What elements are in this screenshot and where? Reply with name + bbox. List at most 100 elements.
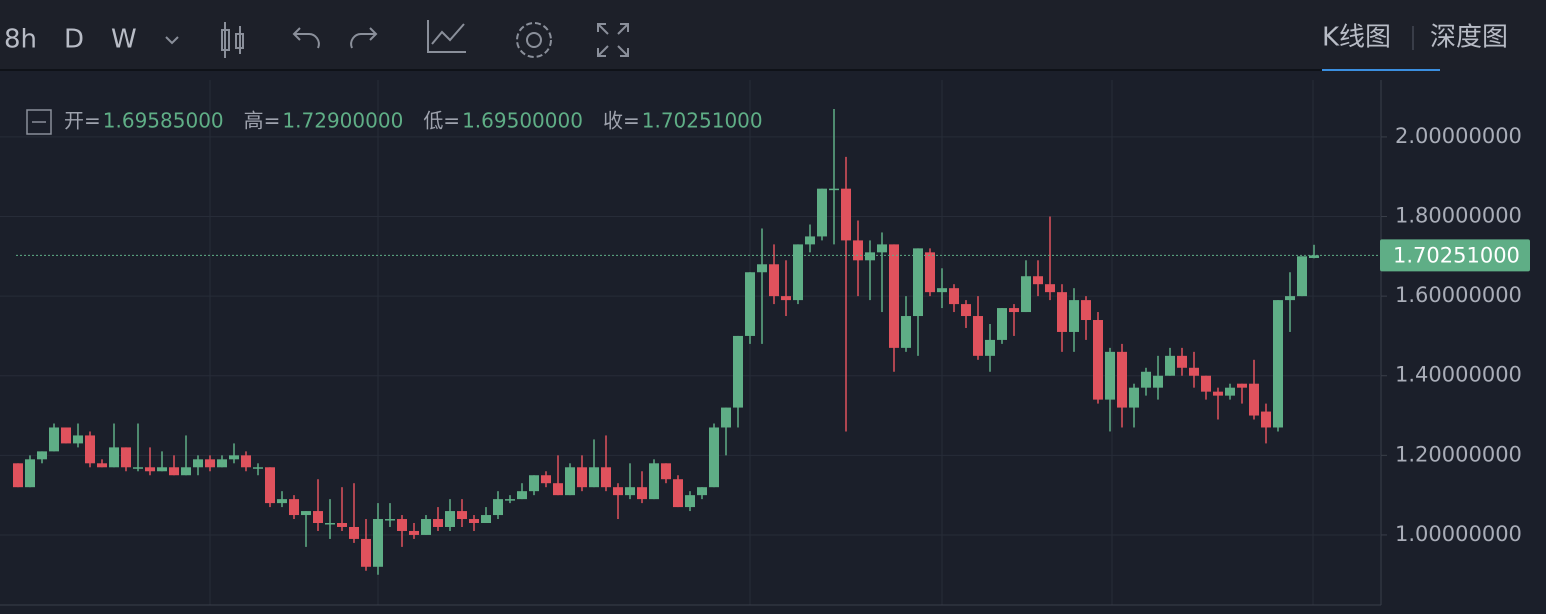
y-tick-label: 1.80000000 xyxy=(1395,204,1522,228)
candle-body xyxy=(1165,355,1175,376)
legend-collapse[interactable] xyxy=(26,109,52,135)
candle-body xyxy=(1201,375,1211,392)
ohlc-name: 高= xyxy=(244,109,281,133)
candle-body xyxy=(589,467,599,488)
view-tab[interactable]: K线图 xyxy=(1322,23,1391,53)
candle-body xyxy=(553,483,563,496)
interval-button[interactable]: W xyxy=(111,25,137,55)
ohlc-value: 1.70251000 xyxy=(642,109,763,133)
candle-body xyxy=(373,519,383,567)
candle-body xyxy=(385,519,395,521)
ohlc-name: 开= xyxy=(64,109,101,133)
candle-body xyxy=(1225,387,1235,396)
candle-body xyxy=(265,467,275,504)
candle-type-icon[interactable] xyxy=(221,22,244,58)
ohlc-value: 1.72900000 xyxy=(282,109,403,133)
ohlc-value: 1.69500000 xyxy=(462,109,583,133)
candle-body xyxy=(769,264,779,297)
view-tab[interactable]: 深度图 xyxy=(1430,23,1508,53)
candle-body xyxy=(745,272,755,336)
interval-button[interactable]: 8h xyxy=(4,25,37,55)
candle-body xyxy=(925,252,935,293)
candle-body xyxy=(97,463,107,468)
candle-body xyxy=(541,475,551,484)
undo-icon[interactable] xyxy=(292,27,320,49)
candle-body xyxy=(709,427,719,488)
candle-body xyxy=(133,467,143,469)
candle-body xyxy=(433,519,443,527)
candle-body xyxy=(337,523,347,527)
candle-body xyxy=(913,248,923,317)
candle-body xyxy=(229,455,239,460)
fullscreen-icon[interactable] xyxy=(597,23,629,57)
candle-body xyxy=(973,316,983,356)
y-tick-label: 1.60000000 xyxy=(1395,283,1522,307)
candle-body xyxy=(889,244,899,348)
interval-button[interactable]: D xyxy=(64,25,84,55)
candle-body xyxy=(1129,387,1139,408)
candle-body xyxy=(757,264,767,273)
redo-icon[interactable] xyxy=(350,27,378,49)
candle-body xyxy=(361,538,371,567)
candle-body xyxy=(1261,411,1271,428)
y-tick-label: 1.00000000 xyxy=(1395,522,1522,546)
candle-body xyxy=(505,499,515,501)
candle-body xyxy=(49,427,59,452)
candle-body xyxy=(1177,355,1187,368)
candle-body xyxy=(661,463,671,480)
toolbar xyxy=(0,0,1546,70)
candle-body xyxy=(877,244,887,253)
candle-body xyxy=(997,308,1007,340)
y-tick-label: 1.40000000 xyxy=(1395,363,1522,387)
candle-body xyxy=(1057,292,1067,332)
candle-body xyxy=(637,487,647,500)
candle-body xyxy=(1273,300,1283,428)
candle-body xyxy=(217,459,227,468)
candle-body xyxy=(277,499,287,504)
dropdown-icon[interactable] xyxy=(165,36,179,45)
candle-body xyxy=(829,188,839,191)
candle-body xyxy=(1045,284,1055,293)
candle-body xyxy=(409,530,419,535)
candle-body xyxy=(85,435,95,464)
candle-body xyxy=(805,236,815,245)
candle-body xyxy=(1297,256,1307,297)
candle-body xyxy=(109,447,119,468)
candle-body xyxy=(1213,391,1223,396)
candle-body xyxy=(961,304,971,317)
candle-body xyxy=(301,511,311,516)
candle-body xyxy=(241,455,251,468)
candle-body xyxy=(13,463,23,488)
candle-body xyxy=(145,467,155,472)
candle-body xyxy=(1069,300,1079,332)
ohlc-name: 低= xyxy=(423,109,460,133)
candle-body xyxy=(841,188,851,241)
candle-body xyxy=(421,519,431,535)
indicator-icon[interactable] xyxy=(427,20,466,53)
candle-body xyxy=(157,467,167,472)
candle-body xyxy=(289,499,299,516)
candle-body xyxy=(481,515,491,524)
candle-body xyxy=(1237,383,1247,388)
candle-body xyxy=(1105,351,1115,400)
candle-body xyxy=(1285,296,1295,301)
settings-icon[interactable] xyxy=(516,22,552,58)
candle-body xyxy=(1081,300,1091,321)
candle-body xyxy=(721,407,731,428)
candle-body xyxy=(673,479,683,508)
candle-body xyxy=(781,296,791,301)
candle-body xyxy=(253,467,263,469)
candle-body xyxy=(985,339,995,356)
candle-body xyxy=(685,495,695,508)
candle-body xyxy=(649,463,659,500)
candle-body xyxy=(901,316,911,348)
candle-body xyxy=(949,288,959,305)
candle-body xyxy=(193,459,203,468)
candle-body xyxy=(1153,375,1163,388)
candle-body xyxy=(61,427,71,444)
candle-body xyxy=(697,487,707,496)
candle-body xyxy=(1021,276,1031,313)
last-price-box xyxy=(1380,239,1530,272)
